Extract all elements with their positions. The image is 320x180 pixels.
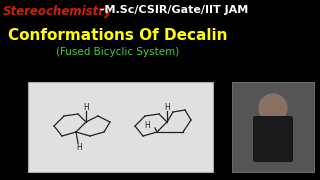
Text: Stereochemistry: Stereochemistry — [3, 5, 113, 18]
FancyBboxPatch shape — [232, 82, 314, 172]
FancyBboxPatch shape — [253, 116, 293, 162]
Text: H: H — [144, 122, 150, 130]
Text: H: H — [83, 102, 89, 111]
FancyBboxPatch shape — [28, 82, 213, 172]
Text: -M.Sc/CSIR/Gate/IIT JAM: -M.Sc/CSIR/Gate/IIT JAM — [96, 5, 248, 15]
Circle shape — [259, 94, 287, 122]
Text: H: H — [76, 143, 82, 152]
Text: Conformations Of Decalin: Conformations Of Decalin — [8, 28, 228, 43]
Text: H: H — [164, 102, 170, 111]
Text: (Fused Bicyclic System): (Fused Bicyclic System) — [56, 47, 180, 57]
